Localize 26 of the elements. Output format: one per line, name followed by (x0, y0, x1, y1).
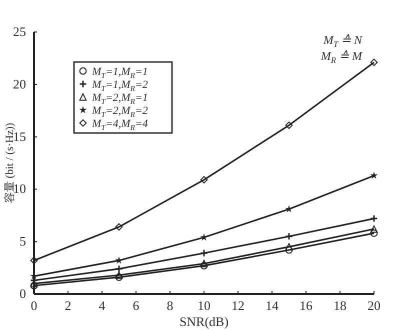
y-axis-title: 容量 (bit / (s·Hz)) (3, 122, 16, 204)
x-tick-label: 12 (232, 298, 244, 313)
x-tick-label: 6 (132, 298, 140, 313)
y-tick-label: 20 (13, 76, 26, 92)
legend-label: M$_{T}$=2,M$_{R}$=2 (91, 105, 148, 119)
y-tick-label: 0 (20, 286, 26, 301)
annotation: M$_{T}$ ≙ N (322, 33, 363, 49)
x-tick-label: 20 (368, 298, 380, 313)
x-axis-title: SNR(dB) (179, 314, 229, 329)
x-tick-label: 8 (166, 298, 174, 313)
x-tick-label: 18 (334, 298, 346, 313)
x-tick-label: 4 (98, 298, 106, 313)
y-tick-label: 25 (13, 24, 26, 39)
x-tick-label: 10 (198, 298, 210, 313)
legend-label: M$_{T}$=1,M$_{R}$=2 (91, 79, 148, 93)
legend-label: M$_{T}$=1,M$_{R}$=1 (91, 66, 148, 80)
x-tick-label: 14 (266, 298, 279, 313)
x-tick-label: 16 (300, 298, 313, 313)
y-tick-label: 10 (13, 181, 26, 196)
x-tick-label: 0 (30, 298, 38, 313)
annotation: M$_{R}$ ≙ M (320, 49, 363, 65)
legend-label: M$_{T}$=4,M$_{R}$=4 (91, 118, 148, 132)
legend-label: M$_{T}$=2,M$_{R}$=1 (91, 92, 148, 106)
y-tick-label: 15 (13, 128, 26, 144)
x-tick-label: 2 (64, 298, 72, 313)
y-tick-label: 5 (20, 234, 26, 249)
